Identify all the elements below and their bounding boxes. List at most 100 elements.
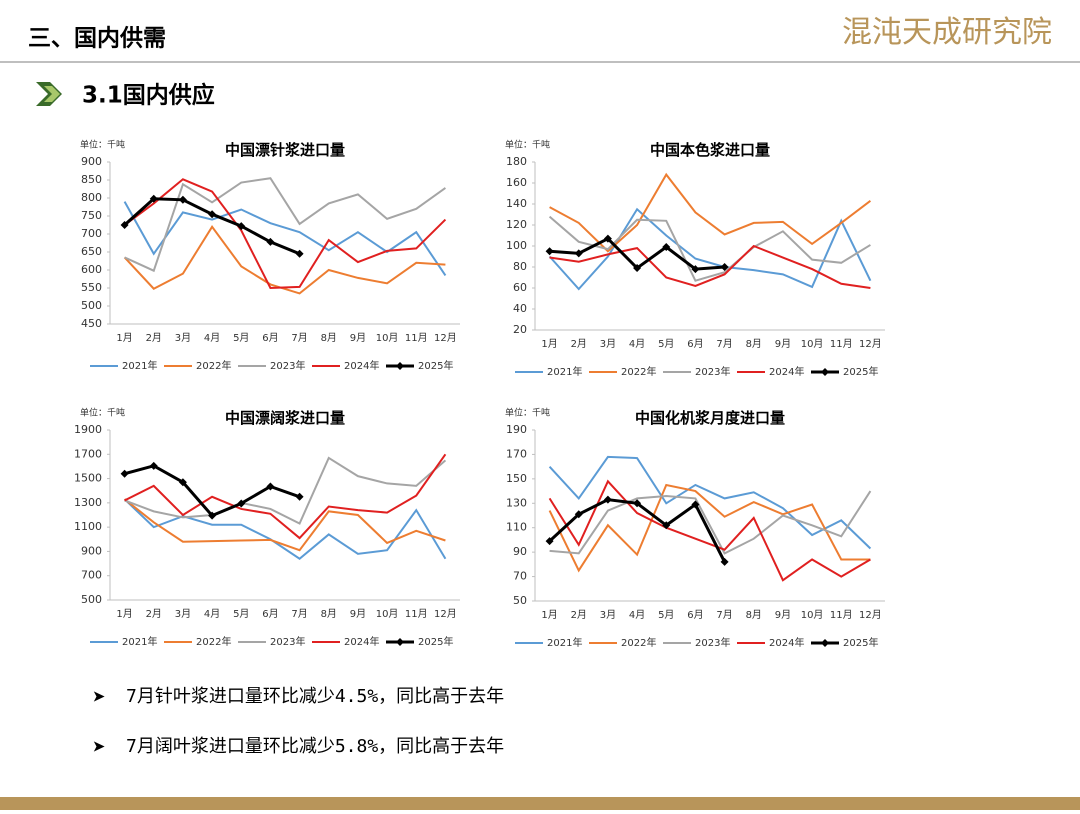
y-tick-label: 130 — [506, 496, 527, 509]
x-tick-label: 9月 — [775, 609, 791, 621]
series-marker — [149, 194, 158, 203]
y-tick-label: 700 — [81, 569, 102, 582]
series-marker — [720, 263, 729, 271]
logo: 混沌天成研究院 — [842, 15, 1052, 50]
section-title: 3.1国内供应 — [82, 82, 215, 109]
x-tick-label: 7月 — [716, 609, 732, 621]
series-marker — [662, 521, 671, 530]
chart-title: 中国漂针浆进口量 — [225, 141, 345, 159]
x-tick-label: 6月 — [687, 338, 703, 350]
legend-marker — [821, 368, 829, 376]
y-tick-label: 800 — [81, 191, 102, 204]
legend-label: 2023年 — [270, 635, 305, 648]
series-marker — [266, 237, 275, 246]
header-title: 三、国内供需 — [28, 25, 166, 52]
series-marker — [691, 500, 700, 509]
bullet-icon: ➤ — [92, 687, 105, 706]
series-marker — [545, 247, 554, 256]
series-marker — [208, 210, 217, 219]
legend-marker — [821, 639, 829, 647]
chart-title: 中国漂阔浆进口量 — [225, 409, 345, 427]
series-marker — [633, 499, 642, 508]
y-tick-label: 1100 — [74, 520, 102, 533]
y-tick-label: 600 — [81, 263, 102, 276]
x-tick-label: 2月 — [146, 332, 162, 344]
x-tick-label: 5月 — [658, 338, 674, 350]
y-tick-label: 550 — [81, 281, 102, 294]
x-tick-label: 6月 — [687, 609, 703, 621]
x-tick-label: 9月 — [775, 338, 791, 350]
y-tick-label: 150 — [506, 472, 527, 485]
series-marker — [295, 249, 304, 258]
x-tick-label: 3月 — [175, 608, 191, 620]
x-tick-label: 4月 — [204, 332, 220, 344]
x-tick-label: 3月 — [175, 332, 191, 344]
section-icon-inner — [44, 86, 60, 102]
series-marker — [178, 195, 187, 204]
x-tick-label: 12月 — [434, 608, 457, 620]
y-tick-label: 40 — [513, 302, 527, 315]
y-tick-label: 500 — [81, 593, 102, 606]
x-tick-label: 11月 — [830, 609, 853, 621]
series-marker — [266, 482, 275, 491]
y-tick-label: 850 — [81, 173, 102, 186]
series-marker — [720, 557, 729, 566]
series-marker — [178, 478, 187, 487]
y-tick-label: 50 — [513, 594, 527, 607]
legend-label: 2023年 — [695, 365, 730, 378]
y-tick-label: 80 — [513, 260, 527, 273]
y-tick-label: 160 — [506, 176, 527, 189]
x-tick-label: 7月 — [291, 608, 307, 620]
bullet-icon: ➤ — [92, 737, 105, 756]
y-tick-label: 750 — [81, 209, 102, 222]
x-tick-label: 12月 — [859, 338, 882, 350]
x-tick-label: 10月 — [801, 338, 824, 350]
unit-label: 单位：千吨 — [505, 407, 550, 419]
series-line — [549, 172, 872, 253]
x-tick-label: 10月 — [801, 609, 824, 621]
legend-label: 2025年 — [843, 365, 878, 378]
legend-label: 2022年 — [196, 359, 231, 372]
series-marker — [208, 511, 217, 520]
series-line — [124, 456, 447, 525]
legend-label: 2021年 — [547, 636, 582, 649]
x-tick-label: 5月 — [658, 609, 674, 621]
y-tick-label: 70 — [513, 570, 527, 583]
series-line — [124, 453, 447, 540]
y-tick-label: 140 — [506, 197, 527, 210]
x-tick-label: 9月 — [350, 608, 366, 620]
x-tick-label: 3月 — [600, 338, 616, 350]
legend-label: 2022年 — [196, 635, 231, 648]
legend-label: 2022年 — [621, 636, 656, 649]
series-line — [549, 244, 871, 289]
series-marker — [574, 510, 583, 519]
y-tick-label: 190 — [506, 423, 527, 436]
series-marker — [120, 221, 129, 229]
series-marker — [295, 492, 304, 501]
x-tick-label: 12月 — [859, 609, 882, 621]
footer-bar — [0, 797, 1080, 810]
series-line — [123, 498, 446, 552]
x-tick-label: 10月 — [376, 608, 399, 620]
bullet: 7月针叶浆进口量环比减少4.5%，同比高于去年 — [126, 686, 504, 707]
legend-marker — [396, 638, 404, 646]
series-marker — [662, 243, 671, 252]
y-tick-label: 700 — [81, 227, 102, 240]
x-tick-label: 4月 — [629, 338, 645, 350]
y-tick-label: 450 — [81, 317, 102, 330]
x-tick-label: 1月 — [541, 609, 557, 621]
legend-label: 2021年 — [547, 365, 582, 378]
x-tick-label: 8月 — [321, 332, 337, 344]
x-tick-label: 11月 — [830, 338, 853, 350]
legend-label: 2024年 — [769, 365, 804, 378]
chart-title: 中国化机浆月度进口量 — [635, 409, 785, 427]
series-line — [124, 464, 301, 518]
x-tick-label: 4月 — [204, 608, 220, 620]
legend-label: 2024年 — [344, 359, 379, 372]
y-tick-label: 650 — [81, 245, 102, 258]
y-tick-label: 1500 — [74, 472, 102, 485]
unit-label: 单位：千吨 — [505, 139, 550, 151]
x-tick-label: 2月 — [571, 609, 587, 621]
y-tick-label: 170 — [506, 447, 527, 460]
